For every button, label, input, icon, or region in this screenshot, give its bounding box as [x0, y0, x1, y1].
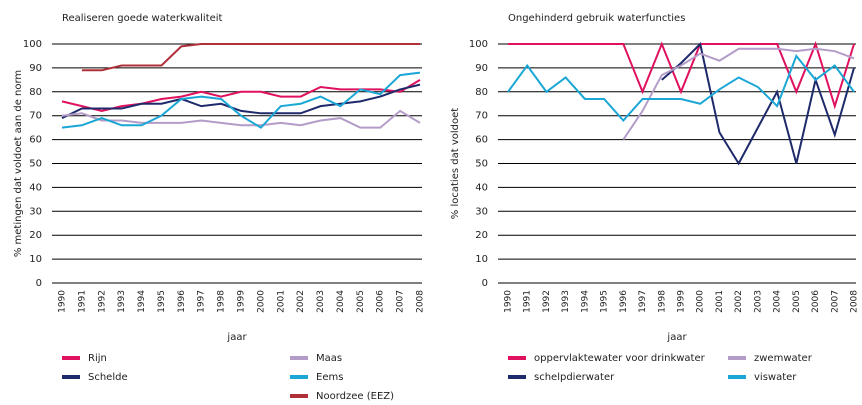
y-tick-label: 100	[23, 39, 42, 50]
legend-label: Rijn	[88, 353, 107, 364]
x-tick-label: 1994	[580, 290, 590, 313]
legend-label: viswater	[754, 372, 797, 383]
x-tick-label: 1991	[523, 290, 533, 313]
series-line	[661, 42, 855, 166]
legend-label: oppervlaktewater voor drinkwater	[534, 353, 706, 364]
series-line	[81, 43, 420, 72]
series-line	[61, 71, 421, 129]
x-tick-label: 1999	[237, 290, 247, 313]
x-tick-label: 2007	[396, 290, 406, 313]
x-tick-label: 2000	[256, 290, 266, 313]
legend-label: schelpdierwater	[534, 372, 615, 383]
x-tick-label: 2008	[850, 290, 860, 313]
legend-label: Schelde	[88, 372, 128, 383]
x-tick-label: 2006	[811, 290, 821, 313]
legend-label: Noordzee (EEZ)	[316, 391, 394, 402]
x-tick-label: 1997	[638, 290, 648, 313]
x-tick-label: 2005	[792, 290, 802, 313]
x-tick-label: 1991	[77, 290, 87, 313]
x-tick-label: 1994	[137, 290, 147, 313]
x-tick-label: 1992	[542, 290, 552, 313]
series-line	[61, 78, 421, 112]
y-tick-label: 70	[475, 111, 488, 122]
y-tick-label: 20	[29, 230, 42, 241]
series-line	[61, 83, 421, 119]
x-tick-label: 1996	[619, 290, 629, 313]
y-tick-label: 60	[475, 135, 488, 146]
legend-label: Maas	[316, 353, 342, 364]
x-tick-label: 2006	[376, 290, 386, 313]
x-tick-label: 2008	[416, 290, 426, 313]
y-tick-label: 0	[482, 278, 488, 289]
x-tick-label: 2002	[296, 290, 306, 313]
y-tick-label: 90	[475, 63, 488, 74]
x-tick-label: 2003	[753, 290, 763, 313]
x-tick-label: 2001	[276, 290, 286, 313]
series-line	[622, 47, 855, 141]
y-tick-label: 100	[469, 39, 488, 50]
y-tick-label: 10	[475, 254, 488, 265]
y-tick-label: 30	[29, 206, 42, 217]
y-tick-label: 60	[29, 135, 42, 146]
legend-label: zwemwater	[754, 353, 813, 364]
x-tick-label: 1992	[97, 290, 107, 313]
x-tick-label: 2004	[773, 290, 783, 313]
y-axis-label: % locaties dat voldoet	[450, 108, 461, 219]
y-tick-label: 0	[36, 278, 42, 289]
y-tick-label: 80	[475, 87, 488, 98]
y-tick-label: 70	[29, 111, 42, 122]
x-tick-label: 1997	[197, 290, 207, 313]
x-tick-label: 1999	[677, 290, 687, 313]
y-tick-label: 90	[29, 63, 42, 74]
series-line	[507, 53, 855, 122]
chart-title: Realiseren goede waterkwaliteit	[62, 13, 223, 24]
x-tick-label: 2007	[830, 290, 840, 313]
y-tick-label: 50	[29, 159, 42, 170]
x-axis-label: jaar	[666, 332, 687, 343]
x-tick-label: 1998	[657, 290, 667, 313]
x-tick-label: 1993	[561, 290, 571, 313]
x-tick-label: 2002	[734, 290, 744, 313]
x-tick-label: 2003	[316, 290, 326, 313]
legend-label: Eems	[316, 372, 343, 383]
y-tick-label: 40	[475, 182, 488, 193]
y-tick-label: 10	[29, 254, 42, 265]
x-tick-label: 2001	[715, 290, 725, 313]
y-tick-label: 80	[29, 87, 42, 98]
chart-title: Ongehinderd gebruik waterfuncties	[508, 13, 685, 24]
x-tick-label: 1998	[217, 290, 227, 313]
x-tick-label: 2005	[356, 290, 366, 313]
x-tick-label: 1990	[504, 290, 514, 313]
y-tick-label: 30	[475, 206, 488, 217]
x-tick-label: 2000	[696, 290, 706, 313]
x-tick-label: 1996	[177, 290, 187, 313]
y-tick-label: 20	[475, 230, 488, 241]
series-line	[61, 109, 421, 129]
x-tick-label: 1995	[600, 290, 610, 313]
x-tick-label: 2004	[336, 290, 346, 313]
series-line	[508, 41, 855, 110]
x-axis-label: jaar	[226, 332, 247, 343]
y-tick-label: 50	[475, 159, 488, 170]
x-tick-label: 1990	[58, 290, 68, 313]
x-tick-label: 1995	[157, 290, 167, 313]
y-tick-label: 40	[29, 182, 42, 193]
y-axis-label: % metingen dat voldoet aan de norm	[13, 70, 24, 257]
x-tick-label: 1993	[117, 290, 127, 313]
